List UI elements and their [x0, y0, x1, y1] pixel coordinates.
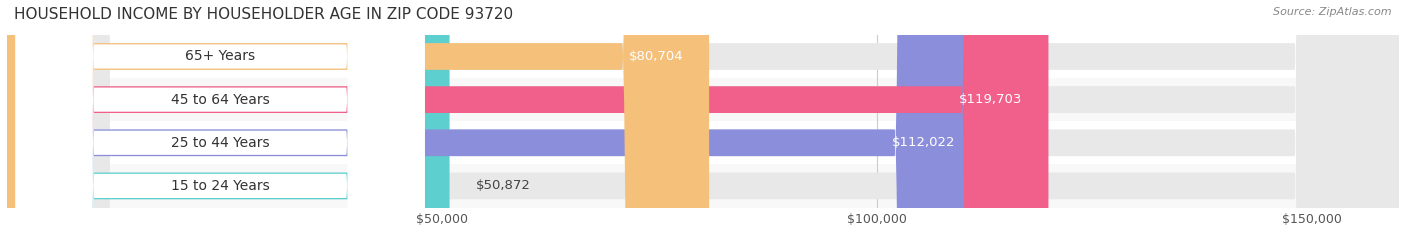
- Text: 15 to 24 Years: 15 to 24 Years: [170, 179, 270, 193]
- FancyBboxPatch shape: [7, 0, 981, 233]
- FancyBboxPatch shape: [15, 0, 425, 233]
- Text: 65+ Years: 65+ Years: [186, 49, 254, 63]
- FancyBboxPatch shape: [7, 0, 1049, 233]
- Text: $80,704: $80,704: [628, 50, 683, 63]
- Text: $50,872: $50,872: [475, 179, 530, 192]
- Bar: [7, 164, 1399, 208]
- FancyBboxPatch shape: [7, 0, 1399, 233]
- Bar: [7, 78, 1399, 121]
- Text: $112,022: $112,022: [891, 136, 956, 149]
- FancyBboxPatch shape: [7, 0, 450, 233]
- FancyBboxPatch shape: [7, 0, 1399, 233]
- FancyBboxPatch shape: [7, 0, 709, 233]
- FancyBboxPatch shape: [15, 0, 425, 233]
- Text: $119,703: $119,703: [959, 93, 1022, 106]
- Text: Source: ZipAtlas.com: Source: ZipAtlas.com: [1274, 7, 1392, 17]
- FancyBboxPatch shape: [7, 0, 1399, 233]
- FancyBboxPatch shape: [7, 0, 1399, 233]
- Text: 45 to 64 Years: 45 to 64 Years: [170, 93, 270, 107]
- Bar: [7, 121, 1399, 164]
- Bar: [7, 35, 1399, 78]
- FancyBboxPatch shape: [15, 0, 425, 233]
- Text: 25 to 44 Years: 25 to 44 Years: [170, 136, 270, 150]
- FancyBboxPatch shape: [15, 0, 425, 233]
- Text: HOUSEHOLD INCOME BY HOUSEHOLDER AGE IN ZIP CODE 93720: HOUSEHOLD INCOME BY HOUSEHOLDER AGE IN Z…: [14, 7, 513, 22]
